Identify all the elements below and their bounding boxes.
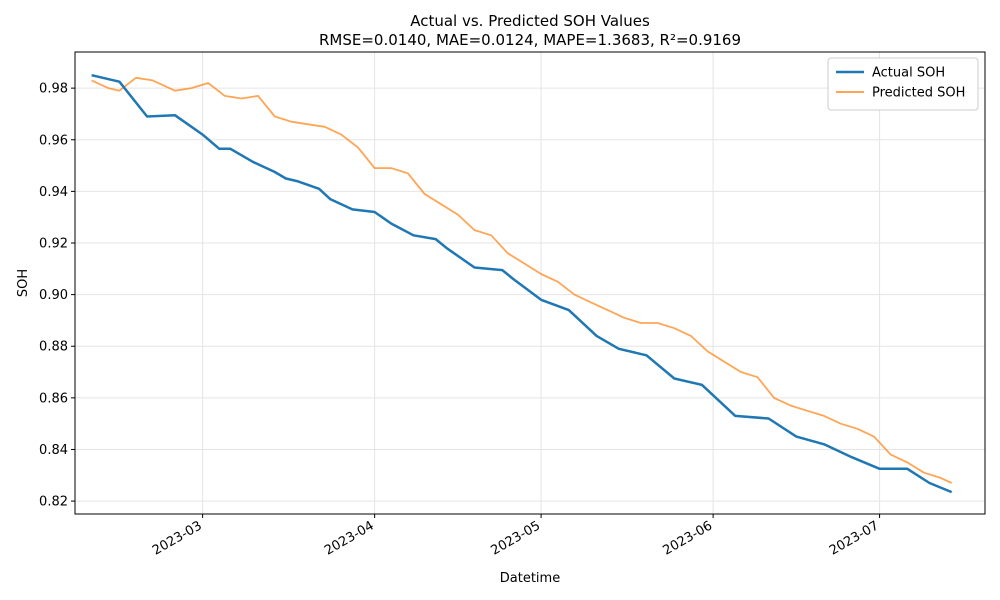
series-layer [91, 73, 953, 494]
y-tick-label: 0.90 [39, 288, 68, 303]
chart-title: Actual vs. Predicted SOH Values [410, 12, 650, 30]
legend-label-predicted: Predicted SOH [872, 86, 965, 101]
x-axis-label: Datetime [500, 571, 560, 586]
y-tick-label: 0.82 [39, 495, 68, 510]
legend-label-actual: Actual SOH [872, 66, 945, 81]
y-tick-label: 0.98 [39, 82, 68, 97]
legend-box [827, 57, 979, 111]
x-tick-label: 2023-03 [150, 518, 205, 558]
y-tick-label: 0.84 [39, 443, 68, 458]
series-line-predicted-soh [91, 76, 953, 484]
x-tick-label: 2023-07 [827, 518, 882, 558]
x-tick-label: 2023-04 [322, 518, 377, 558]
x-axis: 2023-03 2023-04 2023-05 2023-06 2023-07 [150, 514, 882, 559]
x-tick-label: 2023-05 [489, 518, 544, 558]
y-tick-label: 0.86 [39, 391, 68, 406]
chart-subtitle: RMSE=0.0140, MAE=0.0124, MAPE=1.3683, R²… [319, 31, 741, 49]
y-tick-label: 0.92 [39, 236, 68, 251]
grid [75, 52, 985, 514]
x-tick-label: 2023-06 [661, 518, 716, 558]
y-tick-label: 0.88 [39, 340, 68, 355]
y-tick-label: 0.94 [39, 185, 68, 200]
plot-frame [74, 51, 986, 515]
legend: Actual SOH Predicted SOH [827, 57, 979, 111]
y-tick-label: 0.96 [39, 133, 68, 148]
y-axis: 0.82 0.84 0.86 0.88 0.90 0.92 0.94 0.96 0.98 [39, 82, 75, 510]
series-line-actual-soh [91, 73, 953, 494]
y-axis-label: SOH [16, 269, 31, 297]
